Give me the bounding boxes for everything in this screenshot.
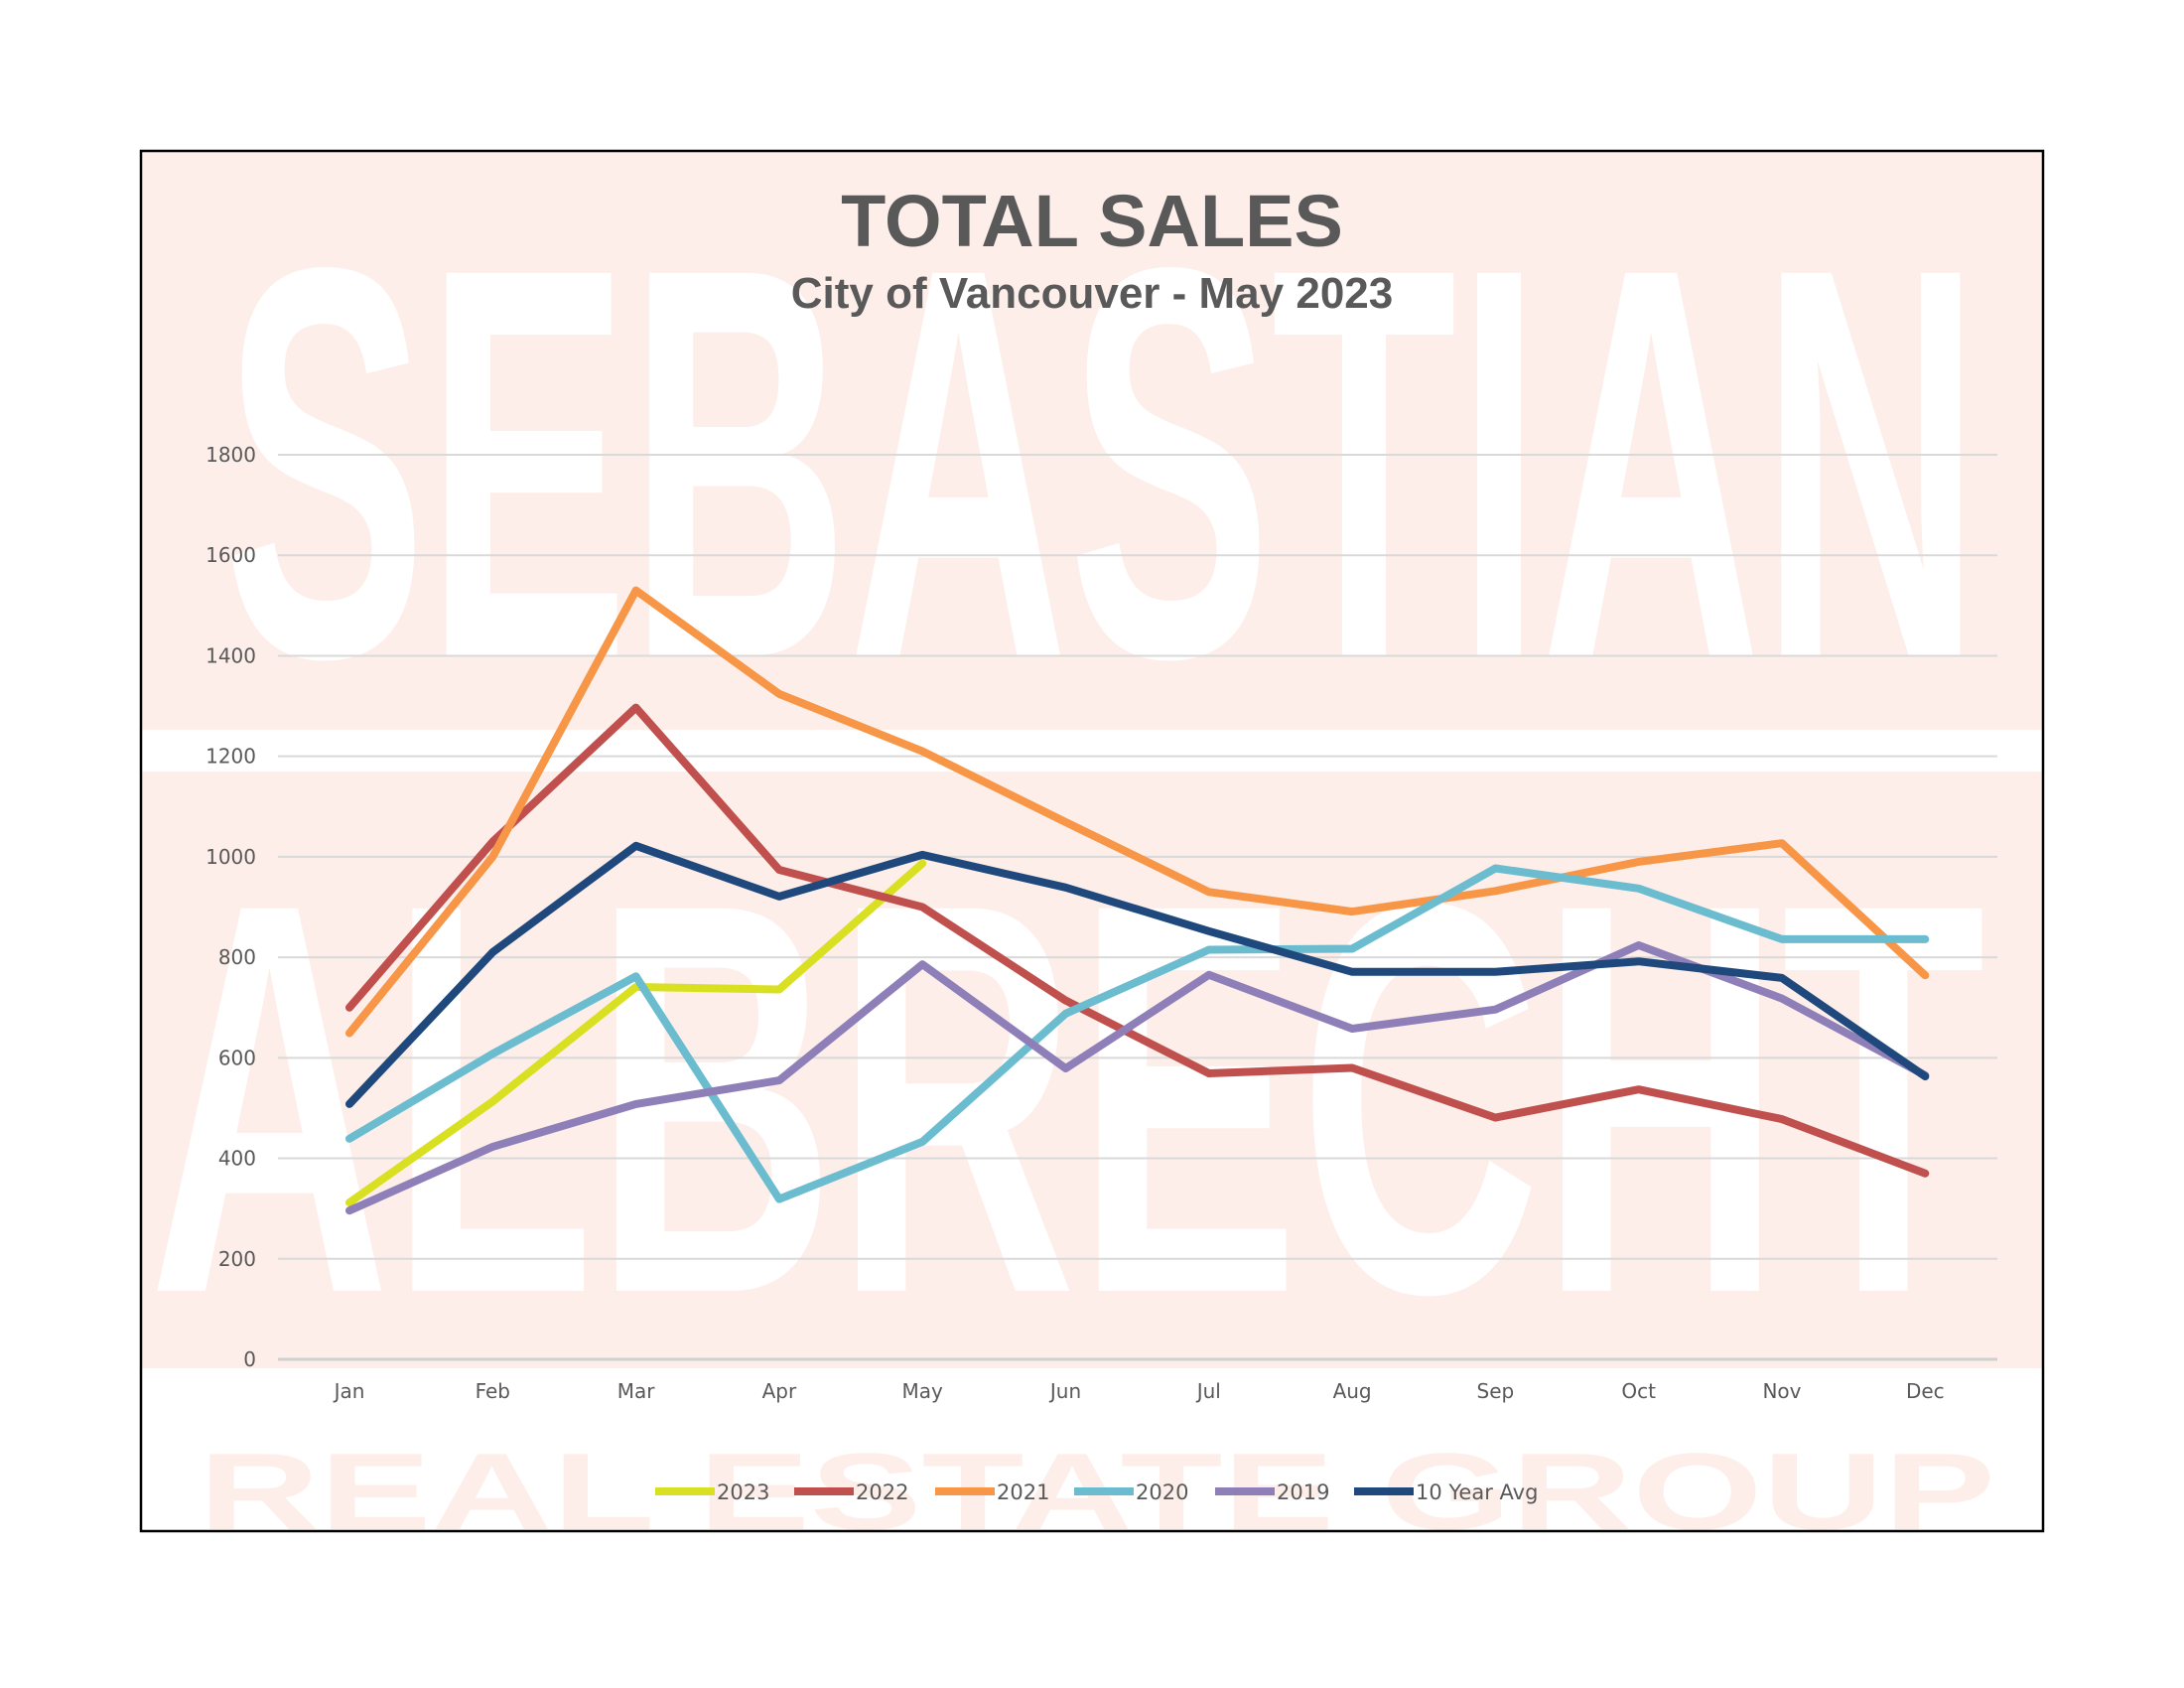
legend-label: 10 Year Avg [1416,1480,1538,1504]
y-tick-label: 1200 [205,745,256,769]
legend-item: 10 Year Avg [1354,1480,1538,1504]
series-line [345,703,1930,1178]
series-10-year-avg [345,841,1930,1108]
legend-label: 2019 [1277,1480,1329,1504]
series-2022 [345,703,1930,1178]
legend-label: 2022 [856,1480,908,1504]
series-2020 [345,864,1930,1203]
y-tick-label: 1600 [205,543,256,567]
series-line [345,841,1930,1108]
x-tick-label: Mar [617,1379,656,1403]
series-line [345,864,1930,1203]
x-axis-ticks: Jan Feb Mar Apr May Jun Jul Aug Sep Oct Nov Dec [333,1379,1945,1403]
legend-item: 2023 [655,1480,769,1504]
x-tick-label: Apr [762,1379,797,1403]
x-tick-label: Feb [476,1379,510,1403]
y-axis-ticks: 0 200 400 600 800 1000 1200 1400 1600 1800 [205,443,256,1371]
legend-item: 2021 [935,1480,1049,1504]
watermark-line1: SEBASTIAN [223,152,1980,774]
watermark: SEBASTIAN ALBRECHT REAL ESTATE GROUP [141,151,2043,1553]
x-tick-label: Jan [333,1379,365,1403]
y-tick-label: 1400 [205,643,256,667]
y-tick-label: 1000 [205,845,256,869]
y-tick-label: 800 [218,945,256,969]
x-tick-label: May [902,1379,944,1403]
y-tick-label: 400 [218,1147,256,1171]
y-tick-label: 600 [218,1046,256,1069]
legend-label: 2021 [997,1480,1049,1504]
x-tick-label: Aug [1333,1379,1372,1403]
chart-title: TOTAL SALES [841,180,1343,262]
y-tick-label: 0 [243,1347,256,1371]
legend-label: 2023 [717,1480,769,1504]
chart-subtitle: City of Vancouver - May 2023 [791,269,1393,318]
chart-frame [139,149,2045,1533]
x-tick-label: Jun [1048,1379,1081,1403]
legend-item: 2019 [1215,1480,1329,1504]
x-tick-label: Jul [1195,1379,1221,1403]
watermark-band [141,730,2043,772]
series-2019 [345,941,1930,1215]
series-lines [345,586,1930,1215]
x-tick-label: Oct [1621,1379,1656,1403]
series-line [345,586,1930,1038]
series-line [345,941,1930,1215]
x-tick-label: Sep [1477,1379,1515,1403]
series-2021 [345,586,1930,1038]
y-tick-label: 200 [218,1247,256,1271]
x-tick-label: Nov [1762,1379,1801,1403]
legend-label: 2020 [1136,1480,1188,1504]
legend: 2023 2022 2021 2020 2019 10 Year Avg [655,1480,1538,1504]
legend-item: 2022 [794,1480,908,1504]
legend-item: 2020 [1074,1480,1188,1504]
y-tick-label: 1800 [205,443,256,467]
series-2023 [345,859,927,1207]
x-tick-label: Dec [1906,1379,1945,1403]
